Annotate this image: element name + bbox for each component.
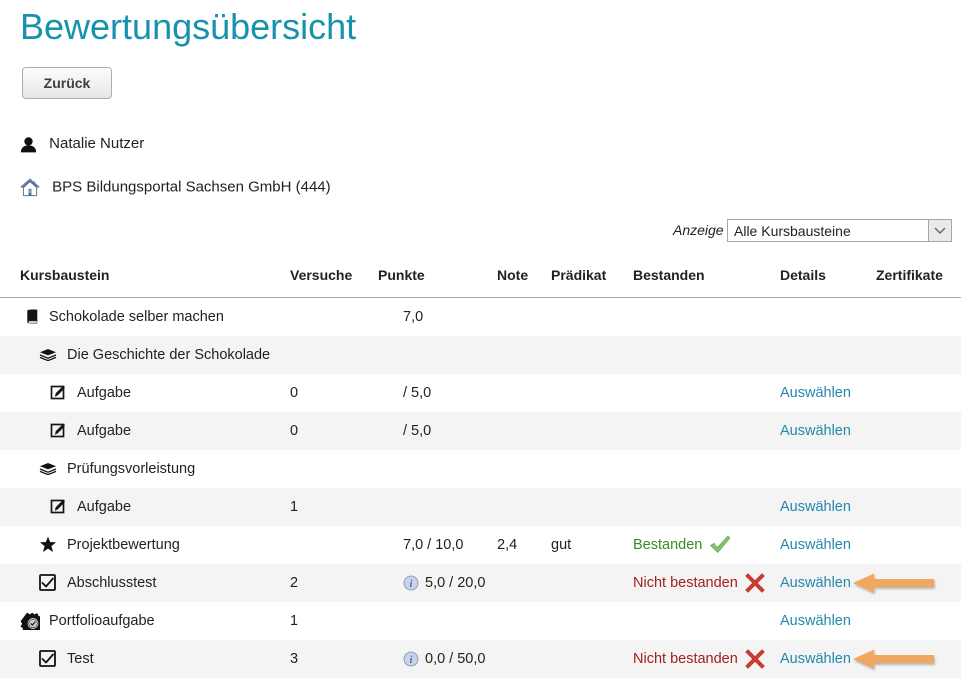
svg-text:i: i [410, 655, 413, 666]
svg-text:i: i [410, 579, 413, 590]
